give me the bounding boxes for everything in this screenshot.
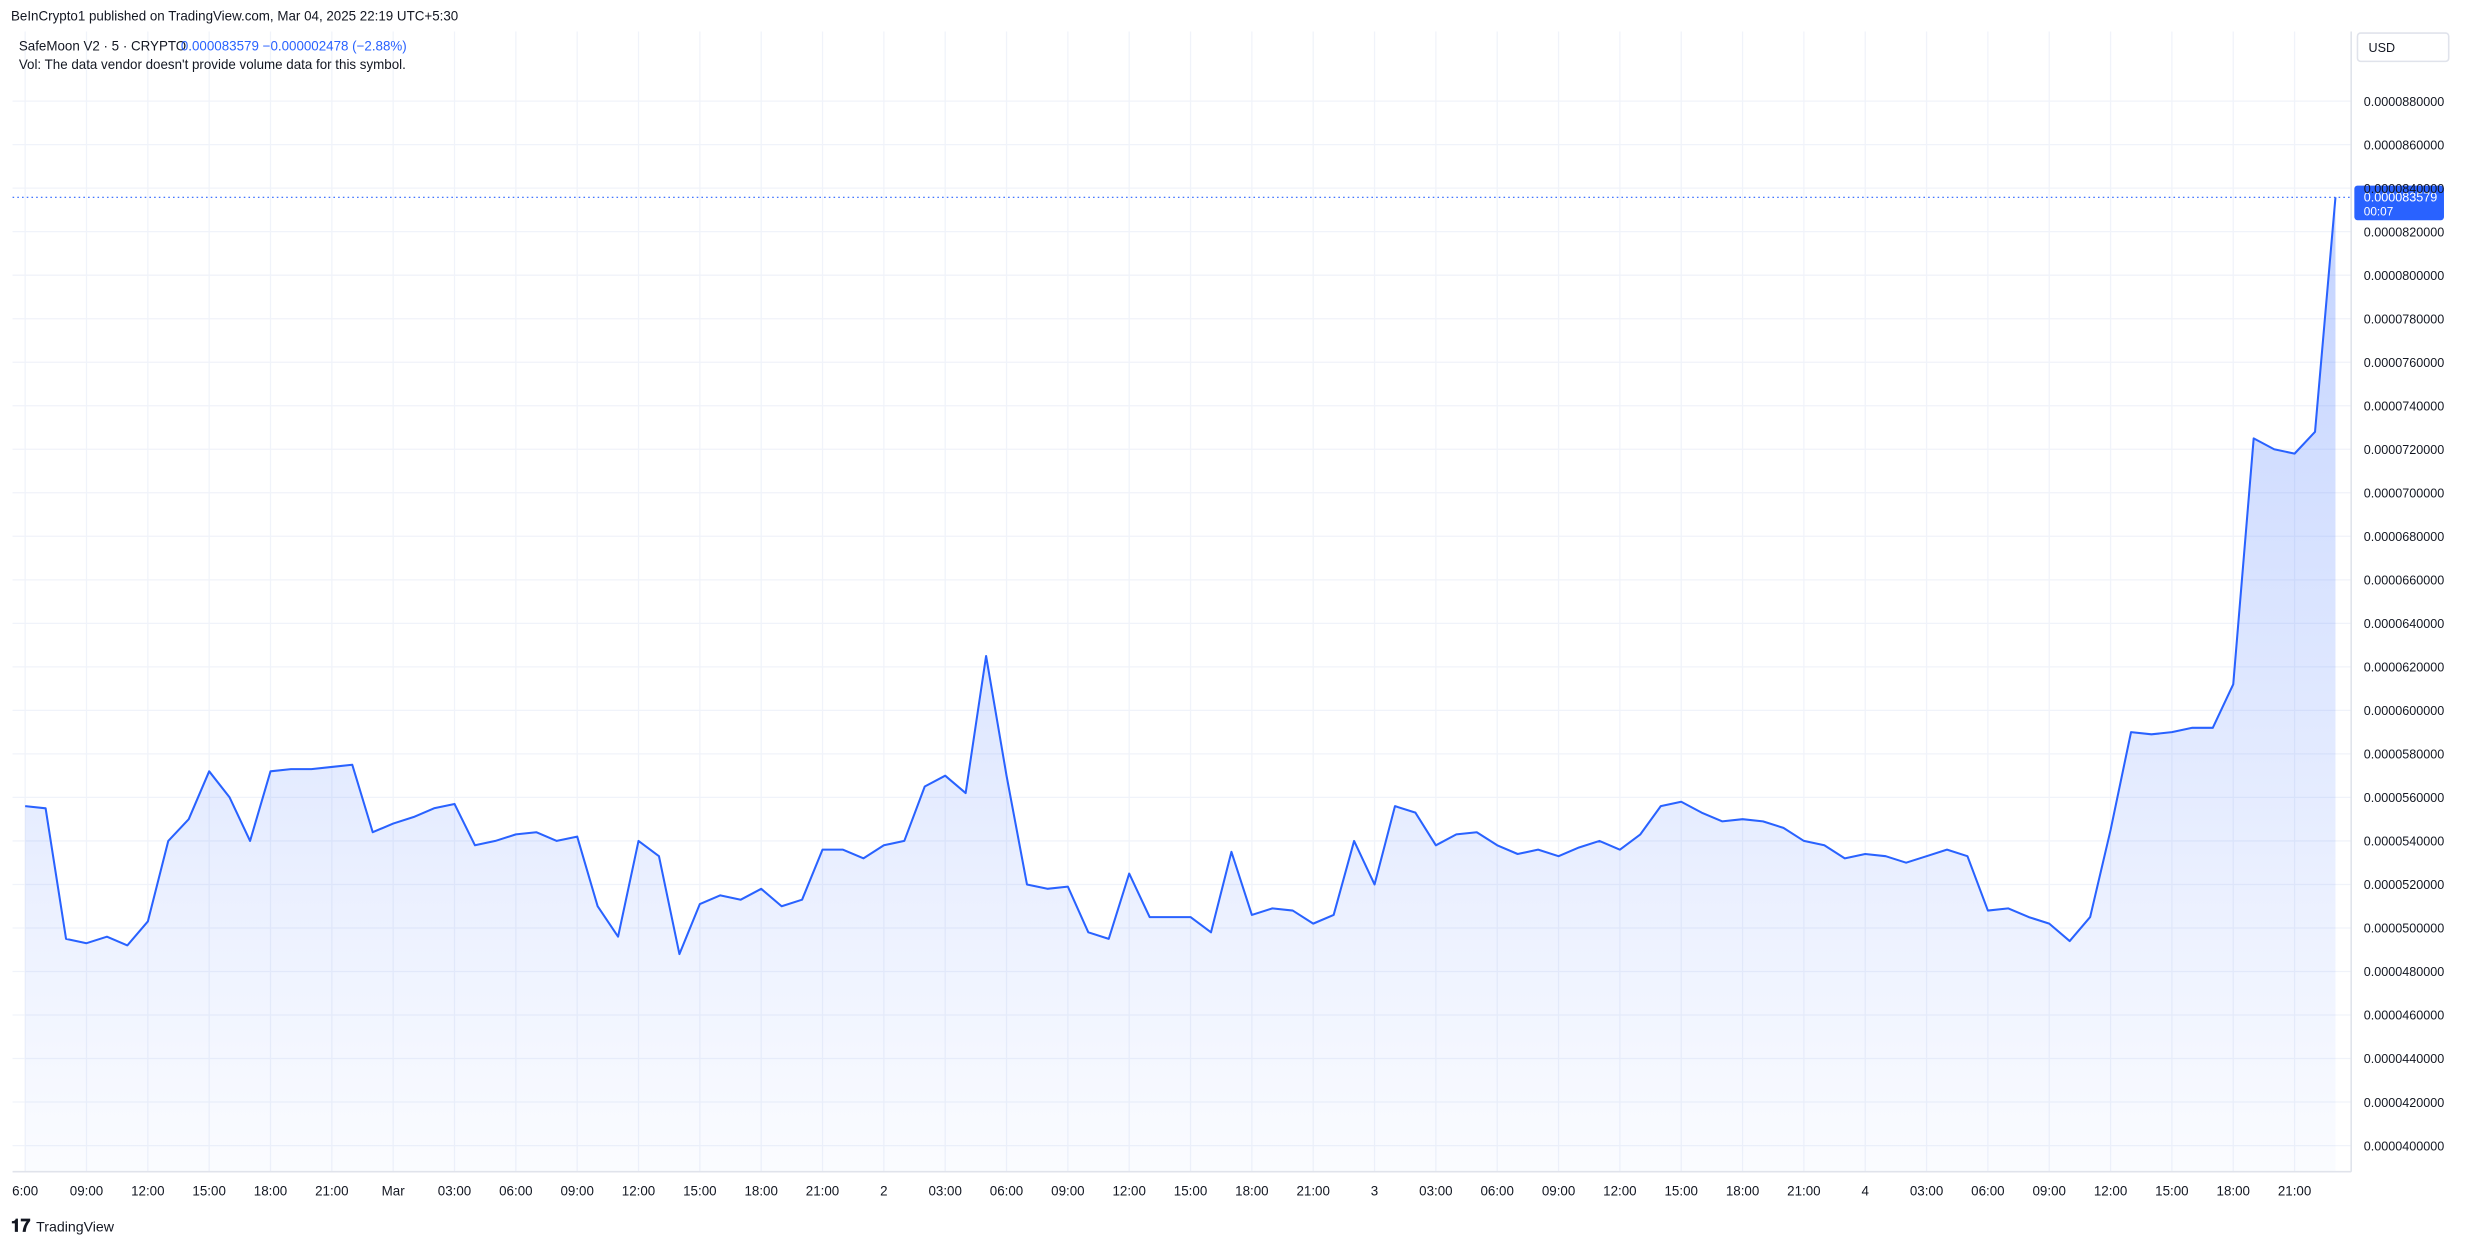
y-tick-label: 0.0000820000 [2364,225,2444,239]
x-tick-label: 3 [1371,1183,1378,1198]
x-tick-label: 21:00 [806,1183,839,1198]
x-tick-label: 15:00 [1665,1183,1698,1198]
logo: 𝟏𝟕 [11,1215,31,1235]
x-tick-label: 09:00 [1542,1183,1575,1198]
x-tick-label: 06:00 [1480,1183,1513,1198]
y-tick-label: 0.0000800000 [2364,269,2444,283]
x-tick-label: 12:00 [131,1183,164,1198]
x-tick-label: 18:00 [2217,1183,2250,1198]
y-tick-label: 0.0000520000 [2364,878,2444,892]
y-tick-label: 0.0000720000 [2364,443,2444,457]
y-tick-label: 0.0000680000 [2364,530,2444,544]
x-tick-label: 15:00 [1174,1183,1207,1198]
y-tick-label: 0.0000600000 [2364,704,2444,718]
y-tick-label: 0.0000740000 [2364,399,2444,413]
y-tick-label: 0.0000560000 [2364,791,2444,805]
x-tick-label: 09:00 [70,1183,103,1198]
x-tick-label: 09:00 [1051,1183,1084,1198]
y-tick-label: 0.0000460000 [2364,1009,2444,1023]
x-tick-label: 03:00 [928,1183,961,1198]
symbol: SafeMoon V2 · 5 · CRYPTO [19,38,186,53]
x-tick-label: 12:00 [1603,1183,1636,1198]
x-tick-label: 21:00 [315,1183,348,1198]
y-tick-label: 0.0000700000 [2364,487,2444,501]
countdown: 00:07 [2364,205,2393,218]
y-tick-label: 0.0000580000 [2364,748,2444,762]
x-tick-label: 2 [880,1183,887,1198]
currency-button[interactable] [2356,32,2450,63]
y-tick-label: 0.0000440000 [2364,1052,2444,1066]
x-tick-label: 18:00 [1235,1183,1268,1198]
area [25,197,2336,1172]
x-tick-label: 03:00 [1419,1183,1452,1198]
y-tick-label: 0.0000780000 [2364,312,2444,326]
y-tick-label: 0.0000500000 [2364,922,2444,936]
x-tick-label: 12:00 [2094,1183,2127,1198]
x-tick-label: 12:00 [622,1183,655,1198]
x-tick-label: 06:00 [990,1183,1023,1198]
y-tick-label: 0.0000640000 [2364,617,2444,631]
x-tick-label: 6:00 [12,1183,38,1198]
price-label: 0.000083579 [2364,190,2437,204]
x-tick-label: 06:00 [499,1183,532,1198]
brand: TradingView [36,1218,115,1234]
y-tick-label: 0.0000420000 [2364,1096,2444,1110]
price-change: −0.000002478 (−2.88%) [263,38,407,53]
y-tick-label: 0.0000540000 [2364,835,2444,849]
x-tick-label: 15:00 [192,1183,225,1198]
x-tick-label: 21:00 [2278,1183,2311,1198]
x-tick-label: 03:00 [1910,1183,1943,1198]
x-tick-label: 18:00 [1726,1183,1759,1198]
x-tick-label: 12:00 [1112,1183,1145,1198]
x-tick-label: 21:00 [1296,1183,1329,1198]
x-tick-label: 15:00 [2155,1183,2188,1198]
x-tick-label: 03:00 [438,1183,471,1198]
currency[interactable]: USD [2368,41,2395,55]
x-tick-label: 21:00 [1787,1183,1820,1198]
price-line [25,197,2337,956]
y-tick-label: 0.0000880000 [2364,95,2444,109]
x-tick-label: 4 [1862,1183,1870,1198]
publisher: BeInCrypto1 published on TradingView.com… [11,8,458,23]
y-tick-label: 0.0000760000 [2364,356,2444,370]
x-tick-label: 09:00 [560,1183,593,1198]
x-tick-label: 18:00 [254,1183,287,1198]
last-price: 0.000083579 [181,38,259,53]
y-tick-label: 0.0000840000 [2364,182,2444,196]
plot [12,196,2352,1172]
x-tick-label: 06:00 [1971,1183,2004,1198]
y-tick-label: 0.0000400000 [2364,1139,2444,1153]
x-tick-label: Mar [382,1183,406,1198]
price-label-box [2354,185,2444,221]
x-tick-label: 18:00 [744,1183,777,1198]
y-tick-label: 0.0000860000 [2364,138,2444,152]
x-tick-label: 09:00 [2033,1183,2066,1198]
volume-note: Vol: The data vendor doesn't provide vol… [19,57,406,72]
y-tick-label: 0.0000480000 [2364,965,2444,979]
y-tick-label: 0.0000660000 [2364,574,2444,588]
y-tick-label: 0.0000620000 [2364,661,2444,675]
x-tick-label: 15:00 [683,1183,716,1198]
